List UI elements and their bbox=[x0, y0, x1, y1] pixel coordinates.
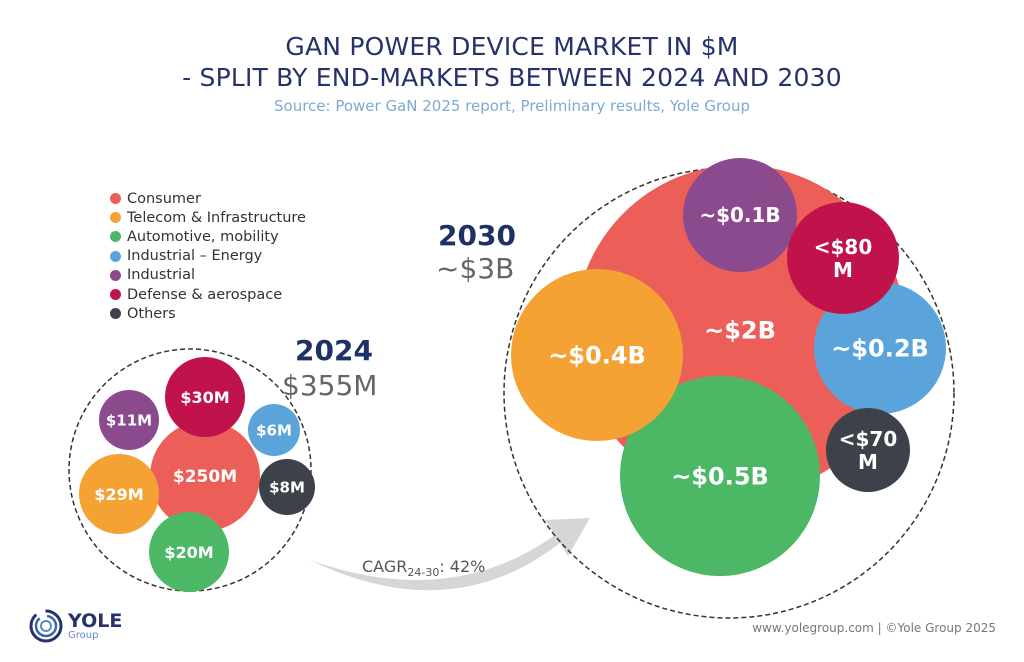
legend-label: Telecom & Infrastructure bbox=[127, 209, 306, 226]
legend-item: Defense & aerospace bbox=[110, 285, 306, 304]
bubble-2030 bbox=[511, 269, 683, 441]
bubble-label: ~$0.1B bbox=[699, 203, 780, 227]
bubble-label: ~$0.4B bbox=[548, 342, 646, 370]
logo-sub: Group bbox=[68, 629, 99, 641]
legend-item: Automotive, mobility bbox=[110, 227, 306, 246]
legend-swatch bbox=[110, 250, 121, 262]
legend-item: Industrial bbox=[110, 266, 306, 285]
bubble-2030 bbox=[683, 158, 797, 272]
logo-name: YOLE bbox=[68, 609, 123, 632]
legend-label: Defense & aerospace bbox=[127, 286, 283, 303]
legend-swatch bbox=[110, 308, 121, 320]
bubble-label: <$80 M bbox=[814, 235, 873, 282]
bubble-2030 bbox=[787, 202, 899, 314]
bubble-label: $6M bbox=[256, 421, 292, 439]
yole-logo: YOLE Group bbox=[28, 608, 122, 644]
legend-swatch bbox=[110, 231, 121, 243]
total-2030: ~$3B bbox=[436, 252, 515, 285]
chart-title: GAN POWER DEVICE MARKET IN $M bbox=[285, 32, 739, 61]
bubble-label: $29M bbox=[94, 485, 143, 504]
bubble-label: ~$0.5B bbox=[671, 463, 769, 491]
bubble-2024 bbox=[259, 459, 315, 515]
bubble-label: $11M bbox=[106, 411, 152, 429]
bubble-label: <$70 M bbox=[839, 427, 898, 474]
legend-label: Others bbox=[127, 305, 176, 322]
bubble-label: ~$0.2B bbox=[831, 335, 929, 363]
bubble-2024 bbox=[150, 421, 260, 531]
bubble-2024 bbox=[79, 454, 159, 534]
legend-item: Others bbox=[110, 304, 306, 323]
cagr-label: CAGR24-30: 42% bbox=[362, 557, 486, 580]
legend-swatch bbox=[110, 289, 121, 301]
bubble-2024 bbox=[248, 404, 300, 456]
bubble-label: $8M bbox=[269, 478, 305, 496]
source-note: Source: Power GaN 2025 report, Prelimina… bbox=[274, 97, 750, 115]
footer-credit: www.yolegroup.com | ©Yole Group 2025 bbox=[752, 621, 996, 635]
year-label-2024: 2024 bbox=[295, 334, 373, 367]
legend-item: Industrial – Energy bbox=[110, 247, 306, 266]
legend-label: Industrial bbox=[127, 267, 196, 284]
legend-swatch bbox=[110, 269, 121, 281]
bubble-label: $30M bbox=[180, 388, 229, 407]
legend-label: Automotive, mobility bbox=[127, 228, 279, 245]
legend-item: Telecom & Infrastructure bbox=[110, 208, 306, 227]
bubble-label: $250M bbox=[173, 467, 237, 487]
bubble-2030 bbox=[814, 282, 946, 414]
legend-swatch bbox=[110, 193, 121, 205]
legend: Consumer Telecom & Infrastructure Automoti… bbox=[110, 189, 306, 323]
bubble-2024 bbox=[165, 357, 245, 437]
bubble-label: $20M bbox=[164, 543, 213, 562]
bubble-2030 bbox=[620, 376, 820, 576]
year-label-2030: 2030 bbox=[438, 219, 516, 252]
legend-label: Industrial – Energy bbox=[127, 248, 263, 265]
chart-subtitle: - SPLIT BY END-MARKETS BETWEEN 2024 AND … bbox=[182, 63, 842, 92]
legend-label: Consumer bbox=[127, 190, 201, 207]
legend-swatch bbox=[110, 212, 121, 224]
legend-item: Consumer bbox=[110, 189, 306, 208]
bubble-2024 bbox=[99, 390, 159, 450]
bubble-label: ~$2B bbox=[704, 317, 776, 345]
bubble-2024 bbox=[149, 512, 229, 592]
bubble-2030 bbox=[826, 408, 910, 492]
yole-logo-icon bbox=[29, 609, 63, 643]
total-2024: $355M bbox=[282, 369, 378, 402]
total-outline-2024 bbox=[68, 348, 312, 592]
growth-arrow bbox=[310, 518, 590, 591]
